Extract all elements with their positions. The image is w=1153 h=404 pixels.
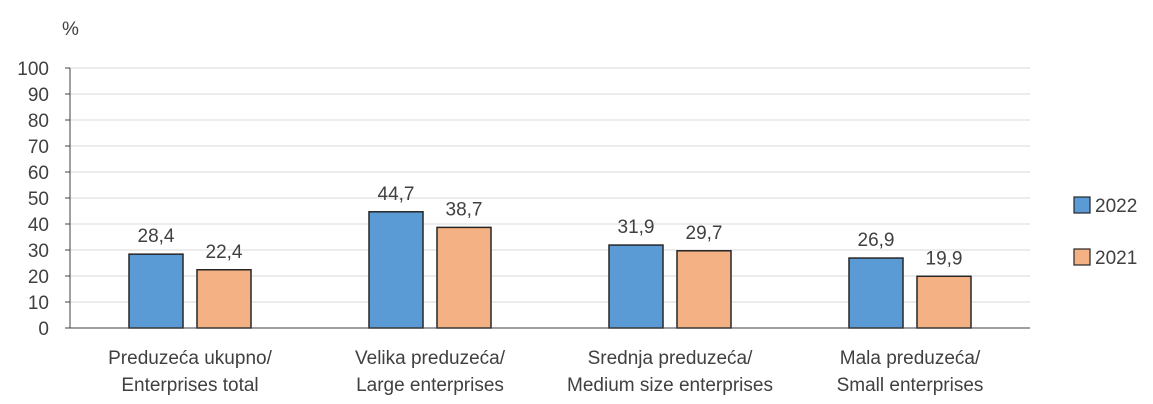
bar-2021-3	[916, 275, 972, 329]
y-axis-ticks: 0 10 20 30 40 50 60 70 80 90 100	[17, 59, 49, 340]
category-label: Small enterprises	[837, 375, 984, 396]
bar-2021-1	[436, 226, 492, 329]
category-label: Mala preduzeća/	[840, 348, 981, 369]
category-label: Enterprises total	[121, 375, 258, 396]
x-axis-categories: Preduzeća ukupno/Enterprises total Velika…	[108, 348, 983, 396]
y-tick-label: 90	[28, 85, 49, 106]
legend-label: 2021	[1095, 248, 1137, 269]
axes	[65, 67, 1030, 329]
category-label: Medium size enterprises	[567, 375, 773, 396]
y-tick-label: 20	[28, 267, 49, 288]
y-tick-label: 40	[28, 215, 49, 236]
legend-label: 2022	[1095, 196, 1137, 217]
y-tick-label: 50	[28, 189, 49, 210]
legend-swatch-2022	[1073, 196, 1091, 214]
category-label: Srednja preduzeća/	[588, 348, 753, 369]
y-tick-label: 100	[17, 59, 49, 80]
y-tick-label: 0	[38, 319, 49, 340]
data-labels: 28,4 22,4 44,7 38,7 31,9 29,7 26,9 19,9	[138, 184, 963, 269]
data-label: 44,7	[378, 184, 415, 205]
data-label: 26,9	[858, 230, 895, 251]
y-unit-label: %	[62, 19, 79, 40]
legend-swatch-2021	[1073, 248, 1091, 266]
y-tick-label: 30	[28, 241, 49, 262]
data-label: 31,9	[618, 217, 655, 238]
data-label: 38,7	[446, 199, 483, 220]
y-tick-label: 10	[28, 293, 49, 314]
category-label: Preduzeća ukupno/	[108, 348, 272, 369]
bar-2021-2	[676, 250, 732, 329]
bar-2021-0	[196, 269, 252, 329]
data-label: 29,7	[686, 223, 723, 244]
y-tick-label: 80	[28, 111, 49, 132]
bar-2022-1	[368, 211, 424, 329]
bar-2022-2	[608, 244, 664, 329]
y-tick-label: 70	[28, 137, 49, 158]
legend: 2022 2021	[1073, 196, 1137, 269]
data-label: 22,4	[206, 242, 243, 263]
category-label: Velika preduzeća/	[355, 348, 506, 369]
category-label: Large enterprises	[356, 375, 504, 396]
bars	[128, 211, 972, 329]
bar-2022-0	[128, 253, 184, 329]
y-tick-label: 60	[28, 163, 49, 184]
bar-2022-3	[848, 257, 904, 329]
data-label: 28,4	[138, 226, 175, 247]
data-label: 19,9	[926, 248, 963, 269]
